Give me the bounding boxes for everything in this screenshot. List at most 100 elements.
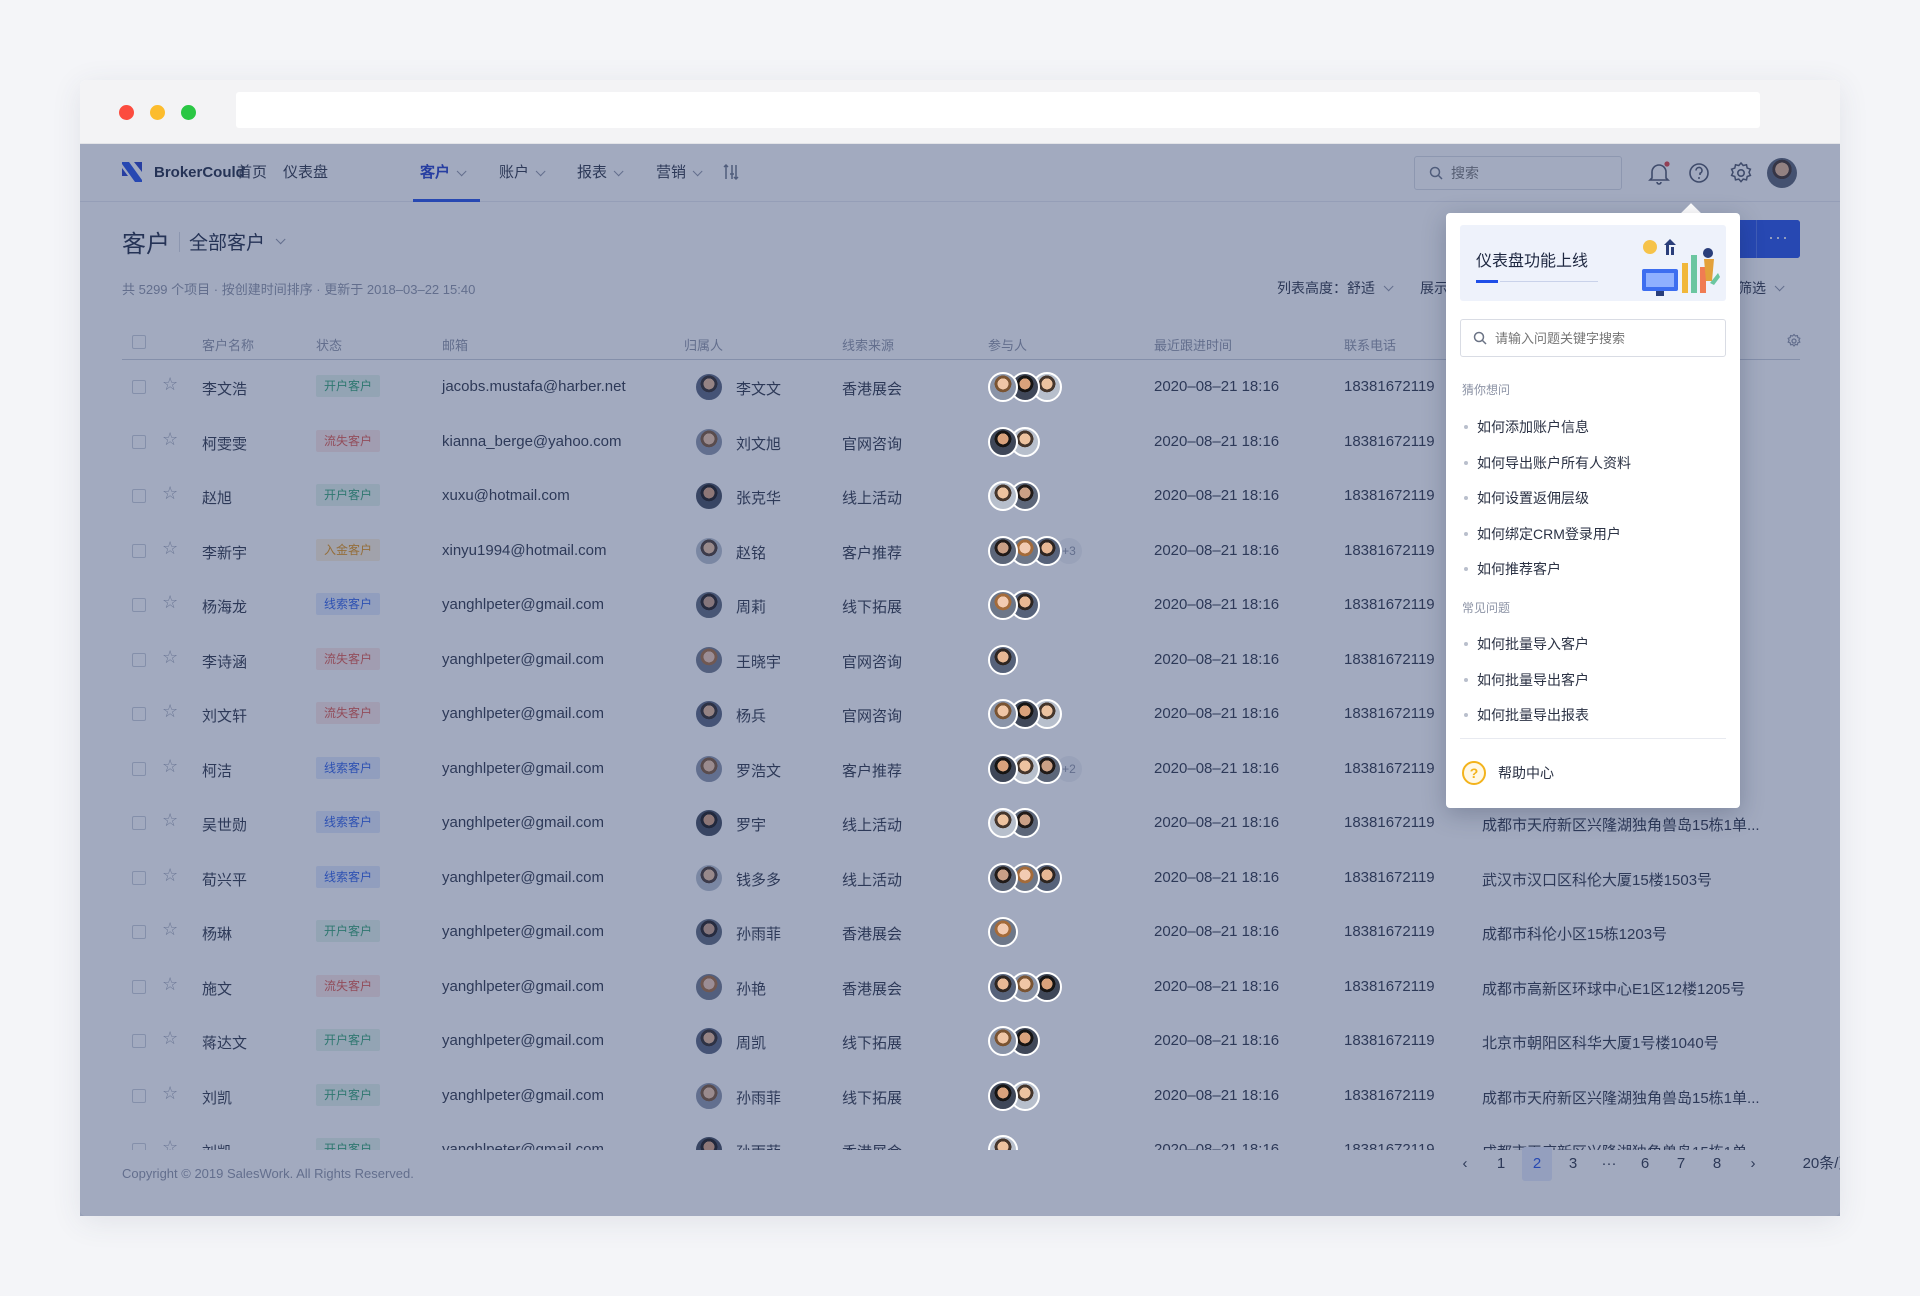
row-checkbox[interactable] bbox=[132, 434, 146, 449]
guess-question-item[interactable]: 如何添加账户信息 bbox=[1464, 417, 1589, 437]
maximize-window-button[interactable] bbox=[181, 105, 196, 120]
row-checkbox[interactable] bbox=[132, 707, 146, 721]
column-header-source[interactable]: 线索来源 bbox=[842, 338, 895, 353]
announcement-banner[interactable]: 仪表盘功能上线 bbox=[1460, 225, 1726, 301]
table-row[interactable]: ☆ 蒋达文 开户客户 yanghlpeter@gmail.com 周凯 线下拓展 2020–… bbox=[122, 1014, 1800, 1069]
nav-item-4[interactable]: 报表 bbox=[577, 144, 624, 202]
guess-question-item[interactable]: 如何绑定CRM登录用户 bbox=[1464, 524, 1621, 544]
address-bar[interactable] bbox=[236, 92, 1760, 128]
customer-name[interactable]: 柯洁 bbox=[202, 762, 233, 780]
row-checkbox[interactable] bbox=[132, 870, 146, 885]
customer-name[interactable]: 柯雯雯 bbox=[202, 435, 248, 453]
nav-item-5[interactable]: 营销 bbox=[656, 144, 703, 202]
star-icon[interactable]: ☆ bbox=[162, 1137, 179, 1150]
table-row[interactable]: ☆ 柯雯雯 流失客户 kianna_berge@yahoo.com 刘文旭 官网咨询 202… bbox=[122, 415, 1800, 470]
nav-item-1[interactable]: 仪表盘 bbox=[283, 144, 328, 202]
select-all-checkbox[interactable] bbox=[132, 335, 146, 349]
help-search[interactable] bbox=[1460, 319, 1726, 357]
global-search[interactable] bbox=[1414, 156, 1622, 190]
customer-name[interactable]: 李文浩 bbox=[202, 381, 248, 398]
help-icon[interactable] bbox=[1686, 160, 1712, 186]
page-button-6[interactable]: 6 bbox=[1640, 1155, 1650, 1172]
star-icon[interactable]: ☆ bbox=[162, 646, 179, 667]
bell-icon[interactable] bbox=[1646, 160, 1672, 186]
customer-name[interactable]: 李诗涵 bbox=[202, 653, 248, 671]
row-checkbox[interactable] bbox=[132, 489, 146, 503]
row-height-selector[interactable]: 列表高度：舒适 bbox=[1277, 278, 1394, 298]
faq-question-item[interactable]: 如何批量导出报表 bbox=[1464, 705, 1589, 725]
star-icon[interactable]: ☆ bbox=[162, 701, 179, 721]
row-checkbox[interactable] bbox=[132, 652, 146, 667]
row-checkbox[interactable] bbox=[132, 1143, 146, 1150]
row-checkbox[interactable] bbox=[132, 761, 146, 776]
star-icon[interactable]: ☆ bbox=[162, 483, 179, 503]
next-page-icon[interactable]: › bbox=[1750, 1155, 1756, 1172]
customer-name[interactable]: 杨琳 bbox=[202, 926, 233, 943]
star-icon[interactable]: ☆ bbox=[162, 1028, 179, 1048]
view-selector[interactable]: 全部客户 bbox=[189, 233, 266, 254]
star-icon[interactable]: ☆ bbox=[162, 755, 179, 776]
nav-item-0[interactable]: 首页 bbox=[237, 144, 267, 202]
column-header-status[interactable]: 状态 bbox=[316, 338, 343, 353]
table-row[interactable]: ☆ 刘凯 开户客户 yanghlpeter@gmail.com 孙雨菲 线下拓展 2020–… bbox=[122, 1069, 1800, 1124]
table-row[interactable]: ☆ 吴世勋 线索客户 yanghlpeter@gmail.com 罗宇 线上活动 2020–… bbox=[122, 796, 1800, 851]
column-settings-gear-icon[interactable] bbox=[1786, 333, 1802, 349]
customer-name[interactable]: 刘文轩 bbox=[202, 708, 248, 725]
column-header-phone[interactable]: 联系电话 bbox=[1344, 338, 1397, 353]
brand-logo[interactable]: BrokerCould bbox=[120, 160, 245, 184]
customer-name[interactable]: 李新宇 bbox=[202, 544, 248, 562]
row-checkbox[interactable] bbox=[132, 1088, 146, 1103]
display-settings[interactable]: 展示 bbox=[1420, 278, 1448, 298]
help-search-input[interactable] bbox=[1495, 330, 1715, 346]
faq-question-item[interactable]: 如何批量导出客户 bbox=[1464, 670, 1589, 690]
prev-page-icon[interactable]: ‹ bbox=[1462, 1155, 1468, 1172]
row-checkbox[interactable] bbox=[132, 543, 146, 558]
guess-question-item[interactable]: 如何设置返佣层级 bbox=[1464, 488, 1589, 508]
column-header-email[interactable]: 邮箱 bbox=[442, 338, 469, 353]
global-search-input[interactable] bbox=[1451, 165, 1601, 181]
page-ellipsis[interactable]: ··· bbox=[1601, 1155, 1617, 1172]
row-checkbox[interactable] bbox=[132, 380, 146, 394]
customer-name[interactable]: 刘凯 bbox=[202, 1089, 233, 1107]
star-icon[interactable]: ☆ bbox=[162, 428, 179, 449]
table-row[interactable]: ☆ 李诗涵 流失客户 yanghlpeter@gmail.com 王晓宇 官网咨询 2020… bbox=[122, 633, 1800, 688]
nav-item-3[interactable]: 账户 bbox=[499, 144, 546, 202]
table-row[interactable]: ☆ 刘凯 开户客户 yanghlpeter@gmail.com 孙雨菲 香港展会 2020–… bbox=[122, 1123, 1800, 1150]
customer-name[interactable]: 荀兴平 bbox=[202, 871, 248, 889]
filter-button[interactable]: 筛选 bbox=[1738, 278, 1785, 298]
page-button-3[interactable]: 3 bbox=[1568, 1155, 1578, 1172]
close-window-button[interactable] bbox=[119, 105, 134, 120]
row-checkbox[interactable] bbox=[132, 925, 146, 939]
table-row[interactable]: ☆ 杨海龙 线索客户 yanghlpeter@gmail.com 周莉 线下拓展 2020–… bbox=[122, 578, 1800, 633]
page-button-2[interactable]: 2 bbox=[1522, 1147, 1552, 1181]
table-row[interactable]: ☆ 赵旭 开户客户 xuxu@hotmail.com 张克华 线上活动 2020–08–21… bbox=[122, 469, 1800, 524]
sort-icon[interactable] bbox=[722, 162, 742, 182]
column-header-name[interactable]: 客户名称 bbox=[202, 338, 255, 353]
table-row[interactable]: ☆ 李新宇 入金客户 xinyu1994@hotmail.com 赵铭 客户推荐 +3 202… bbox=[122, 524, 1800, 579]
user-avatar[interactable] bbox=[1767, 158, 1797, 188]
more-actions-button[interactable]: ··· bbox=[1756, 220, 1800, 258]
star-icon[interactable]: ☆ bbox=[162, 973, 179, 994]
row-checkbox[interactable] bbox=[132, 979, 146, 994]
star-icon[interactable]: ☆ bbox=[162, 537, 179, 558]
page-size-selector[interactable]: 20条/页 bbox=[1802, 1155, 1840, 1172]
customer-name[interactable]: 施文 bbox=[202, 980, 233, 998]
table-row[interactable]: ☆ 柯洁 线索客户 yanghlpeter@gmail.com 罗浩文 客户推荐 +2 202… bbox=[122, 742, 1800, 797]
table-row[interactable]: ☆ 荀兴平 线索客户 yanghlpeter@gmail.com 钱多多 线上活动 2020… bbox=[122, 851, 1800, 906]
gear-icon[interactable] bbox=[1728, 160, 1754, 186]
page-button-1[interactable]: 1 bbox=[1496, 1155, 1506, 1172]
table-row[interactable]: ☆ 刘文轩 流失客户 yanghlpeter@gmail.com 杨兵 官网咨询 2020–… bbox=[122, 687, 1800, 742]
guess-question-item[interactable]: 如何推荐客户 bbox=[1464, 559, 1561, 579]
guess-question-item[interactable]: 如何导出账户所有人资料 bbox=[1464, 453, 1631, 473]
table-row[interactable]: ☆ 李文浩 开户客户 jacobs.mustafa@harber.net 李文文 香港展会… bbox=[122, 360, 1800, 415]
row-checkbox[interactable] bbox=[132, 1034, 146, 1048]
help-center-link[interactable]: ? 帮助中心 bbox=[1462, 761, 1554, 785]
page-button-7[interactable]: 7 bbox=[1676, 1155, 1686, 1172]
star-icon[interactable]: ☆ bbox=[162, 919, 179, 939]
row-checkbox[interactable] bbox=[132, 598, 146, 612]
column-header-last-followup[interactable]: 最近跟进时间 bbox=[1154, 338, 1233, 353]
star-icon[interactable]: ☆ bbox=[162, 374, 179, 394]
star-icon[interactable]: ☆ bbox=[162, 864, 179, 885]
table-row[interactable]: ☆ 杨琳 开户客户 yanghlpeter@gmail.com 孙雨菲 香港展会 2020–… bbox=[122, 905, 1800, 960]
page-button-8[interactable]: 8 bbox=[1712, 1155, 1722, 1172]
